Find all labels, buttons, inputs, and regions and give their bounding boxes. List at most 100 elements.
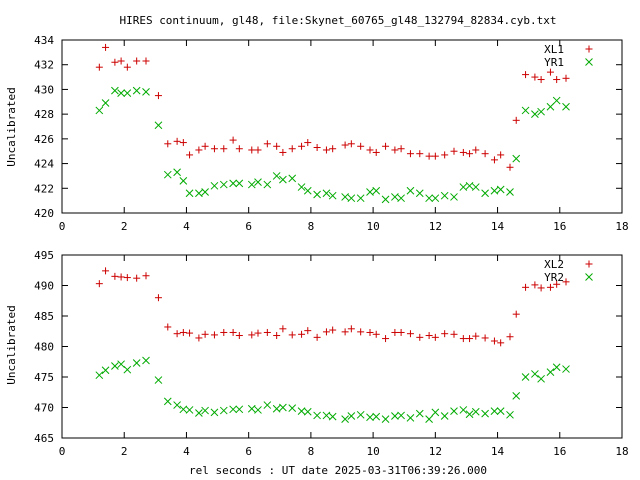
data-point bbox=[263, 401, 272, 409]
bottom-x-tick-label: 0 bbox=[59, 445, 66, 458]
data-point bbox=[372, 186, 381, 195]
data-point bbox=[506, 188, 514, 196]
data-point bbox=[229, 136, 237, 144]
data-point bbox=[521, 373, 530, 381]
data-point bbox=[123, 89, 132, 97]
data-point bbox=[471, 407, 480, 416]
data-point bbox=[397, 145, 405, 153]
data-point bbox=[341, 415, 349, 423]
data-point bbox=[490, 337, 498, 345]
data-point bbox=[416, 333, 424, 341]
data-point bbox=[553, 76, 561, 84]
data-point bbox=[102, 43, 110, 51]
data-point bbox=[512, 310, 520, 318]
data-point bbox=[173, 330, 181, 338]
data-point bbox=[366, 188, 374, 196]
data-point bbox=[431, 152, 439, 160]
data-point bbox=[372, 330, 380, 338]
bottom-y-tick-label: 475 bbox=[34, 371, 54, 384]
top-x-tick-label: 16 bbox=[553, 220, 566, 233]
top-x-tick-label: 14 bbox=[491, 220, 505, 233]
top-y-tick-label: 430 bbox=[34, 83, 54, 96]
data-point bbox=[406, 330, 414, 338]
data-point bbox=[356, 410, 365, 419]
data-point bbox=[154, 376, 163, 384]
data-point bbox=[546, 68, 554, 76]
data-point bbox=[313, 333, 321, 341]
data-point bbox=[441, 151, 449, 159]
top-legend-marker bbox=[585, 45, 593, 53]
data-point bbox=[220, 145, 228, 153]
data-point bbox=[95, 371, 104, 380]
data-point bbox=[366, 146, 374, 154]
data-point bbox=[247, 180, 256, 189]
data-point bbox=[142, 88, 150, 96]
data-point bbox=[531, 110, 539, 118]
data-point bbox=[279, 403, 287, 412]
data-point bbox=[111, 272, 119, 280]
data-point bbox=[441, 330, 449, 338]
top-x-tick-label: 2 bbox=[121, 220, 128, 233]
bottom-y-tick-label: 490 bbox=[34, 280, 54, 293]
data-point bbox=[562, 278, 570, 286]
data-point bbox=[173, 168, 181, 177]
data-point bbox=[531, 281, 539, 289]
bottom-x-tick-label: 8 bbox=[308, 445, 315, 458]
data-point bbox=[111, 362, 119, 370]
data-point bbox=[263, 140, 271, 148]
data-point bbox=[506, 333, 514, 341]
data-point bbox=[522, 283, 530, 291]
bottom-legend-marker bbox=[585, 260, 593, 268]
data-point bbox=[522, 71, 530, 79]
data-point bbox=[123, 63, 131, 71]
data-point bbox=[391, 328, 399, 336]
top-y-axis-label: Uncalibrated bbox=[5, 87, 18, 166]
data-point bbox=[415, 189, 424, 198]
data-point bbox=[459, 148, 467, 156]
data-point bbox=[297, 407, 306, 416]
data-point bbox=[356, 194, 365, 203]
data-point bbox=[254, 329, 262, 337]
data-point bbox=[506, 163, 514, 171]
data-point bbox=[381, 415, 390, 423]
data-point bbox=[512, 116, 520, 124]
data-point bbox=[341, 328, 349, 336]
data-point bbox=[347, 194, 356, 203]
bottom-panel: Uncalibrated 0 2 4 6 8 10 12 14 16 18 465 470 475 480… bbox=[5, 249, 629, 458]
data-point bbox=[490, 186, 499, 195]
data-point bbox=[201, 330, 209, 338]
data-point bbox=[431, 408, 440, 417]
data-point bbox=[546, 368, 555, 376]
bottom-y-tick-label: 465 bbox=[34, 432, 54, 445]
data-point bbox=[440, 191, 449, 200]
data-point bbox=[425, 332, 433, 340]
data-point bbox=[562, 102, 570, 111]
data-point bbox=[195, 334, 203, 342]
data-point bbox=[328, 412, 337, 421]
data-point bbox=[425, 152, 433, 160]
data-point bbox=[219, 180, 228, 189]
data-point bbox=[391, 193, 399, 201]
data-point bbox=[303, 186, 312, 195]
top-legend-marker bbox=[585, 58, 593, 66]
data-point bbox=[329, 145, 337, 153]
top-x-tick-label: 6 bbox=[245, 220, 252, 233]
data-point bbox=[133, 57, 141, 65]
data-point bbox=[481, 409, 489, 418]
data-point bbox=[313, 190, 321, 199]
bottom-legend-label: XL2 bbox=[544, 258, 564, 271]
top-plot-frame bbox=[61, 39, 623, 214]
data-point bbox=[562, 74, 570, 82]
data-point bbox=[391, 412, 399, 420]
data-point bbox=[111, 58, 119, 66]
data-point bbox=[101, 366, 110, 375]
data-point bbox=[512, 392, 521, 400]
data-point bbox=[154, 294, 162, 302]
data-point bbox=[450, 193, 458, 201]
bottom-x-tick-label: 16 bbox=[553, 445, 566, 458]
top-y-tick-label: 426 bbox=[34, 133, 54, 146]
data-point bbox=[552, 363, 561, 372]
bottom-y-tick-label: 470 bbox=[34, 402, 54, 415]
data-point bbox=[472, 146, 480, 154]
data-point bbox=[133, 274, 141, 282]
